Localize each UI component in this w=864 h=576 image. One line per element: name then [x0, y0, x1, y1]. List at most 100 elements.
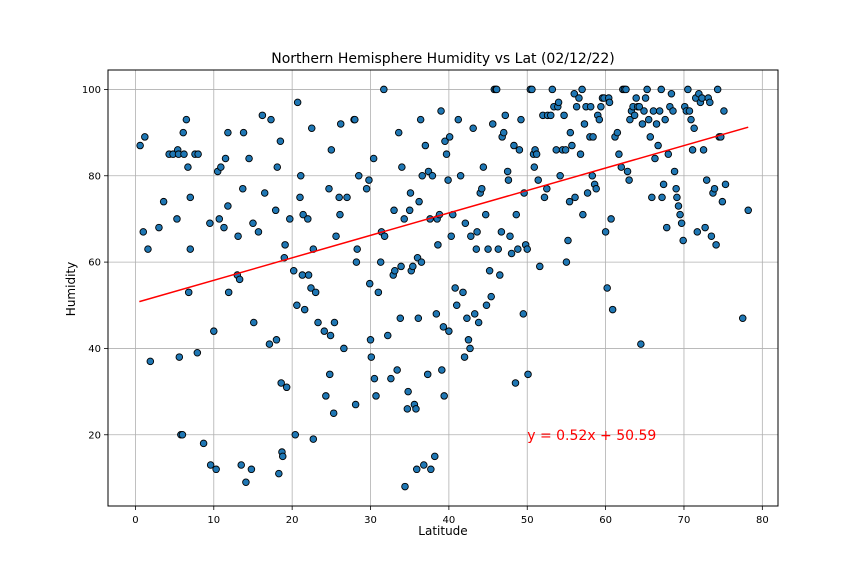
- data-point: [146, 357, 155, 366]
- data-point: [384, 331, 392, 340]
- data-point: [391, 266, 399, 275]
- y-axis-ticks: 20 40 60 80 100: [82, 85, 108, 441]
- data-point: [603, 284, 611, 292]
- data-point: [307, 124, 316, 133]
- data-point: [206, 219, 214, 227]
- data-point: [652, 120, 661, 128]
- data-point: [175, 353, 184, 361]
- data-point: [420, 461, 428, 469]
- data-point: [405, 206, 414, 215]
- data-point: [503, 167, 512, 176]
- data-point: [572, 102, 581, 111]
- data-point: [182, 115, 191, 124]
- data-point: [351, 400, 360, 409]
- data-point: [514, 245, 522, 253]
- data-point: [180, 150, 188, 158]
- data-point: [237, 461, 245, 469]
- data-point: [507, 249, 516, 258]
- data-point: [278, 452, 287, 461]
- data-point: [352, 258, 361, 266]
- data-point: [235, 275, 244, 284]
- data-point: [336, 210, 344, 219]
- data-point: [325, 184, 333, 193]
- data-point: [296, 193, 304, 202]
- data-point: [517, 115, 525, 124]
- data-point: [489, 120, 497, 128]
- data-point: [662, 223, 671, 232]
- data-point: [674, 202, 683, 210]
- data-point: [684, 85, 692, 94]
- data-point: [254, 228, 263, 236]
- data-point: [499, 128, 508, 137]
- data-point: [523, 245, 531, 253]
- data-point: [472, 245, 481, 253]
- data-point: [366, 336, 375, 344]
- data-point: [397, 262, 405, 271]
- data-point: [657, 85, 665, 94]
- data-point: [320, 327, 329, 335]
- data-point: [664, 150, 673, 158]
- data-point: [565, 197, 574, 206]
- data-point: [332, 232, 340, 240]
- data-point: [568, 141, 576, 150]
- data-point: [221, 154, 230, 163]
- data-point: [640, 107, 648, 115]
- data-point: [504, 176, 513, 184]
- data-point: [428, 172, 437, 180]
- data-point: [452, 301, 461, 310]
- data-point: [481, 210, 490, 219]
- data-point: [186, 245, 195, 253]
- data-point: [431, 452, 439, 461]
- data-point: [438, 366, 446, 374]
- data-point: [690, 124, 698, 133]
- data-point: [669, 107, 677, 115]
- data-point: [589, 133, 597, 141]
- data-point: [460, 353, 469, 361]
- data-point: [199, 439, 208, 448]
- data-point: [427, 465, 435, 474]
- data-point: [215, 215, 224, 223]
- data-point: [239, 184, 247, 193]
- data-point: [494, 245, 502, 253]
- data-point: [467, 232, 475, 240]
- data-point: [412, 465, 421, 474]
- data-point: [607, 215, 615, 223]
- data-point: [369, 154, 378, 163]
- data-point: [693, 228, 702, 236]
- data-point: [396, 314, 405, 322]
- data-point: [299, 210, 307, 219]
- data-point: [432, 310, 441, 318]
- y-tick-label: 20: [88, 430, 101, 441]
- data-point: [496, 271, 504, 279]
- data-point: [404, 387, 412, 396]
- regression-equation: y = 0.52x + 50.59: [527, 428, 656, 444]
- data-point: [613, 128, 622, 137]
- data-point: [275, 469, 283, 478]
- data-point: [556, 172, 564, 180]
- data-point: [372, 392, 380, 400]
- data-point: [297, 172, 305, 180]
- data-point: [688, 146, 697, 154]
- data-point: [418, 172, 426, 180]
- data-point: [651, 154, 659, 163]
- data-point: [524, 370, 532, 379]
- data-point: [699, 146, 708, 154]
- data-point: [470, 310, 479, 318]
- data-point: [687, 115, 695, 124]
- data-point: [515, 146, 524, 154]
- data-point: [217, 163, 225, 171]
- data-point: [608, 305, 617, 314]
- data-point: [265, 340, 274, 348]
- data-point: [343, 193, 351, 202]
- data-point: [492, 85, 501, 94]
- data-point: [271, 206, 280, 215]
- data-point: [394, 128, 403, 137]
- data-point: [224, 202, 232, 210]
- data-point: [454, 115, 463, 124]
- data-point: [672, 184, 680, 193]
- data-point: [710, 184, 719, 193]
- data-point: [744, 206, 752, 215]
- data-point: [390, 206, 398, 215]
- data-point: [439, 323, 448, 331]
- data-point: [260, 189, 269, 197]
